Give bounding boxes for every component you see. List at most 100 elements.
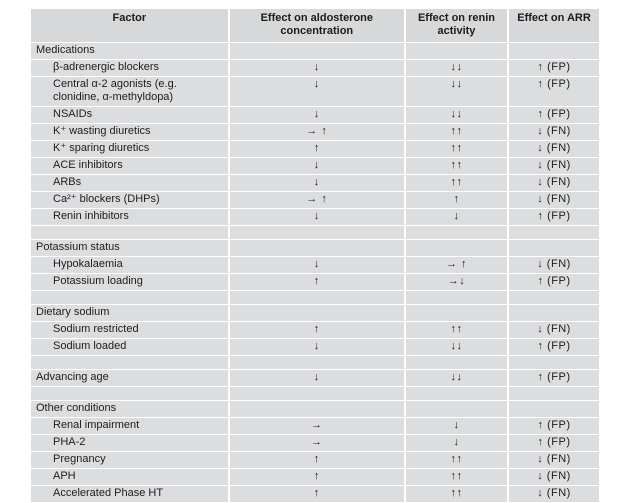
section-row: Potassium status [31,240,599,256]
table-row: Sodium restricted ↑ ↑↑ ↓ (FN) [31,322,599,338]
renin-effect-cell: ↓↓ [405,339,508,355]
column-header-renin: Effect on renin activity [405,9,508,42]
factor-cell: Pregnancy [31,452,228,468]
table-header: Factor Effect on aldosterone concentrati… [31,9,599,42]
arr-effect-cell [509,291,599,304]
column-header-factor: Factor [31,9,228,42]
table-row: Potassium loading ↑ →↓ ↑ (FP) [31,274,599,290]
factor-cell [31,291,228,304]
renin-effect-cell: ↓↓ [405,77,508,106]
factor-cell: Renal impairment [31,418,228,434]
renin-effect-cell: ↑↑ [405,124,508,140]
aldosterone-effect-cell: ↓ [229,339,404,355]
factor-cell: Hypokalaemia [31,257,228,273]
arr-effect-cell: ↓ (FN) [509,452,599,468]
arr-factors-table-wrap: Factor Effect on aldosterone concentrati… [29,8,601,503]
renin-effect-cell: ↑↑ [405,158,508,174]
section-row: Medications [31,43,599,59]
renin-effect-cell: ↑↑ [405,486,508,502]
factor-cell: Ca²⁺ blockers (DHPs) [31,192,228,208]
renin-effect-cell [405,291,508,304]
aldosterone-effect-cell: ↑ [229,486,404,502]
factor-cell: β-adrenergic blockers [31,60,228,76]
renin-effect-cell: ↓↓ [405,60,508,76]
aldosterone-effect-cell: → ↑ [229,124,404,140]
arr-effect-cell: ↑ (FP) [509,107,599,123]
factor-cell: Sodium loaded [31,339,228,355]
arr-effect-cell [509,387,599,400]
renin-effect-cell: ↓ [405,209,508,225]
factor-cell: Medications [31,43,228,59]
factor-cell: APH [31,469,228,485]
aldosterone-effect-cell: ↓ [229,60,404,76]
factor-cell: Sodium restricted [31,322,228,338]
factor-cell: Potassium loading [31,274,228,290]
arr-effect-cell [509,305,599,321]
aldosterone-effect-cell: ↑ [229,469,404,485]
renin-effect-cell: ↓↓ [405,370,508,386]
aldosterone-effect-cell: ↓ [229,209,404,225]
spacer-row [31,291,599,304]
section-row: Other conditions [31,401,599,417]
renin-effect-cell: ↓↓ [405,107,508,123]
arr-effect-cell: ↓ (FN) [509,141,599,157]
arr-effect-cell: ↓ (FN) [509,158,599,174]
renin-effect-cell: ↑↑ [405,175,508,191]
table-row: Accelerated Phase HT ↑ ↑↑ ↓ (FN) [31,486,599,502]
arr-effect-cell [509,226,599,239]
renin-effect-cell: ↑↑ [405,469,508,485]
arr-effect-cell: ↓ (FN) [509,257,599,273]
factor-cell: Accelerated Phase HT [31,486,228,502]
table-row: ARBs ↓ ↑↑ ↓ (FN) [31,175,599,191]
aldosterone-effect-cell: ↑ [229,274,404,290]
spacer-row [31,226,599,239]
factor-cell: Potassium status [31,240,228,256]
arr-effect-cell [509,43,599,59]
table-row: Hypokalaemia ↓ → ↑ ↓ (FN) [31,257,599,273]
aldosterone-effect-cell: ↑ [229,452,404,468]
arr-effect-cell: ↑ (FP) [509,435,599,451]
renin-effect-cell: ↑↑ [405,141,508,157]
arr-effect-cell [509,356,599,369]
table-row: Renin inhibitors ↓ ↓ ↑ (FP) [31,209,599,225]
arr-effect-cell: ↑ (FP) [509,370,599,386]
table-row: K⁺ sparing diuretics ↑ ↑↑ ↓ (FN) [31,141,599,157]
spacer-row [31,356,599,369]
factor-cell [31,387,228,400]
arr-effect-cell [509,401,599,417]
renin-effect-cell [405,401,508,417]
factor-cell: K⁺ wasting diuretics [31,124,228,140]
aldosterone-effect-cell: ↑ [229,322,404,338]
arr-effect-cell: ↓ (FN) [509,124,599,140]
renin-effect-cell: →↓ [405,274,508,290]
spacer-row [31,387,599,400]
aldosterone-effect-cell [229,291,404,304]
renin-effect-cell: ↑↑ [405,322,508,338]
aldosterone-effect-cell: ↓ [229,257,404,273]
arr-effect-cell: ↑ (FP) [509,274,599,290]
renin-effect-cell [405,305,508,321]
aldosterone-effect-cell: ↓ [229,158,404,174]
factor-cell [31,226,228,239]
renin-effect-cell [405,387,508,400]
aldosterone-effect-cell: → [229,418,404,434]
renin-effect-cell [405,240,508,256]
table-row: NSAIDs ↓ ↓↓ ↑ (FP) [31,107,599,123]
table-row: K⁺ wasting diuretics → ↑ ↑↑ ↓ (FN) [31,124,599,140]
table-row: ACE inhibitors ↓ ↑↑ ↓ (FN) [31,158,599,174]
arr-factors-table: Factor Effect on aldosterone concentrati… [29,8,601,503]
table-row: Pregnancy ↑ ↑↑ ↓ (FN) [31,452,599,468]
factor-cell: Advancing age [31,370,228,386]
arr-effect-cell: ↑ (FP) [509,339,599,355]
table-row: β-adrenergic blockers ↓ ↓↓ ↑ (FP) [31,60,599,76]
table-row: APH ↑ ↑↑ ↓ (FN) [31,469,599,485]
table-row: Ca²⁺ blockers (DHPs) → ↑ ↑ ↓ (FN) [31,192,599,208]
factor-cell: NSAIDs [31,107,228,123]
renin-effect-cell [405,43,508,59]
factor-cell [31,356,228,369]
aldosterone-effect-cell [229,43,404,59]
factor-cell: ARBs [31,175,228,191]
arr-effect-cell: ↓ (FN) [509,175,599,191]
renin-effect-cell: ↑↑ [405,452,508,468]
aldosterone-effect-cell: ↓ [229,370,404,386]
